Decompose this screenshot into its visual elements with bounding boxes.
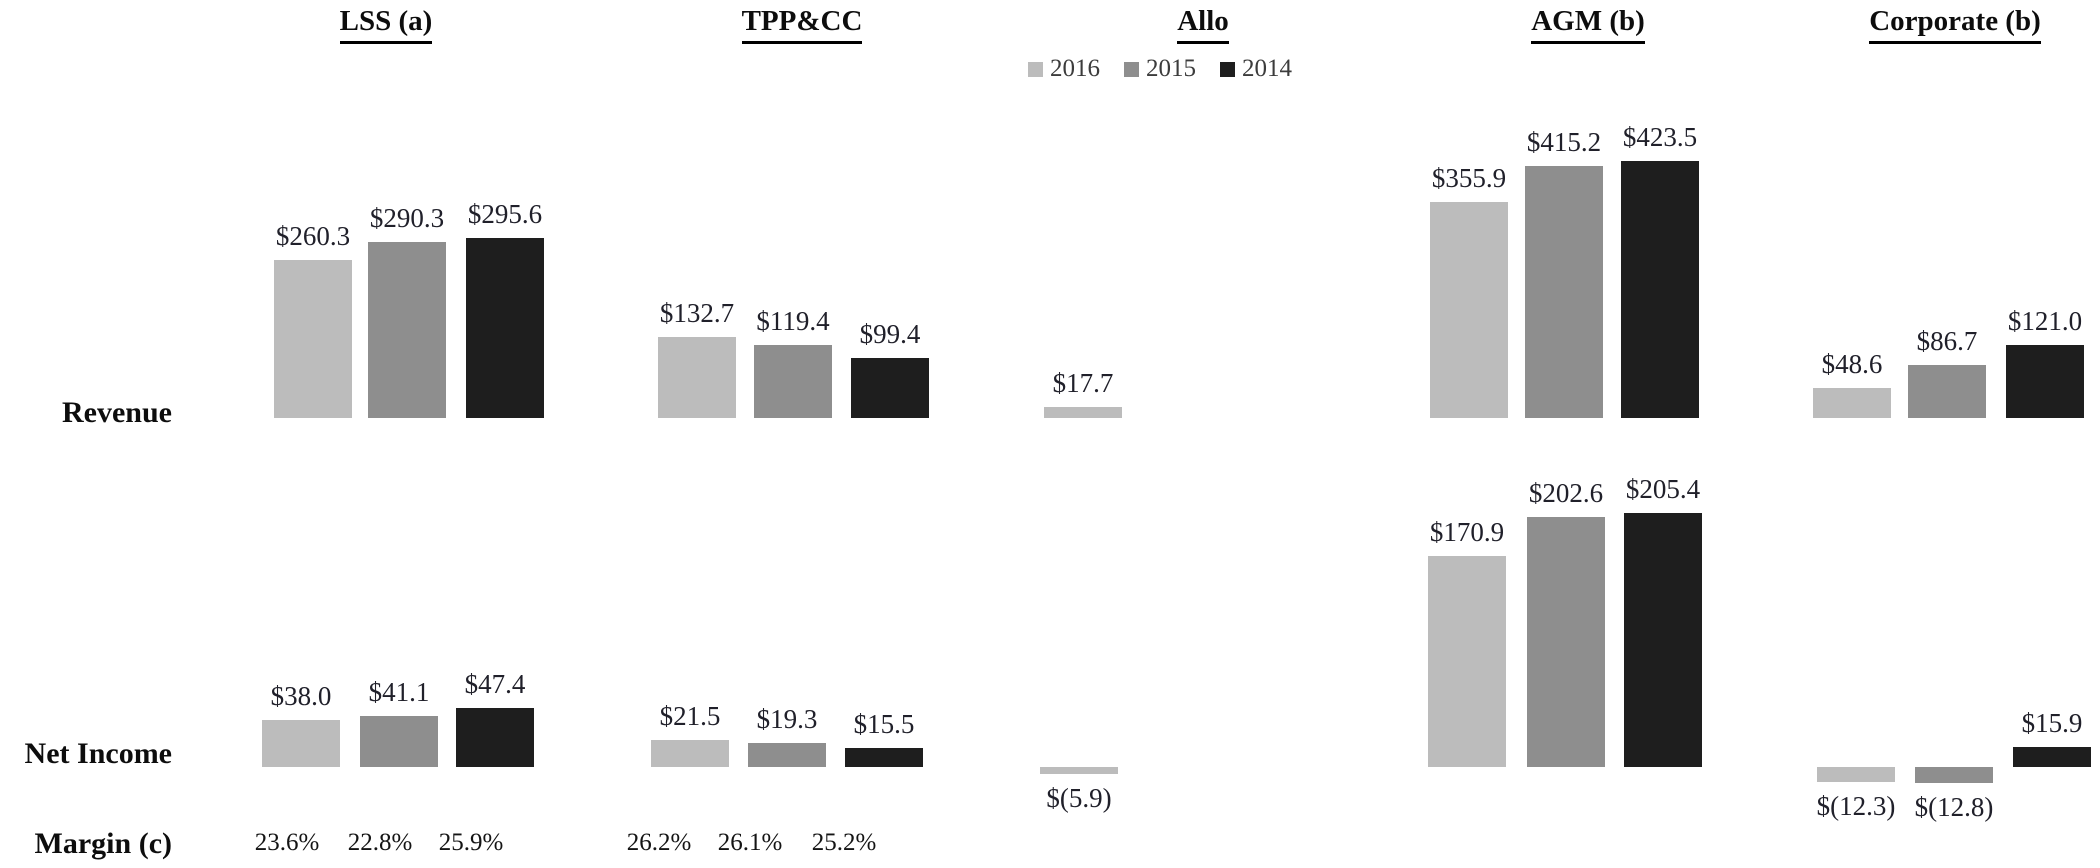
value-label-net-income-agm-b-2015: $202.6 (1528, 477, 1604, 508)
value-label-net-income-agm-b-2016: $170.9 (1429, 516, 1505, 547)
value-label-revenue-agm-b-2016: $355.9 (1431, 162, 1507, 193)
bar-net-income-tpp-cc-2015 (748, 743, 826, 767)
legend-label-2015: 2015 (1146, 55, 1196, 82)
segment-header-agm: AGM (b) (1408, 5, 1768, 44)
bar-net-income-agm-b-2015 (1527, 516, 1605, 767)
margin-value-lss-a-2014: 25.9% (438, 829, 504, 856)
value-label-revenue-allo-2016: $17.7 (1052, 368, 1114, 399)
legend-swatch-2015 (1124, 61, 1139, 77)
row-label-net-income: Net Income (24, 737, 172, 770)
value-label-net-income-tpp-cc-2014: $15.5 (853, 708, 915, 739)
row-label-margin: Margin (c) (34, 827, 172, 860)
bar-net-income-allo-2016 (1040, 767, 1118, 775)
value-label-net-income-lss-a-2016: $38.0 (270, 681, 332, 712)
chart-legend: 2016 2015 2014 (1028, 55, 1292, 83)
segment-header-lss-text: LSS (a) (339, 5, 433, 44)
value-label-revenue-tpp-cc-2014: $99.4 (859, 318, 921, 349)
margin-value-tpp-cc-2015: 26.1% (717, 829, 783, 856)
value-label-net-income-lss-a-2015: $41.1 (368, 677, 430, 708)
segment-header-tppcc: TPP&CC (622, 5, 982, 44)
segment-header-allo-text: Allo (1177, 5, 1229, 44)
bar-net-income-lss-a-2015 (360, 716, 438, 767)
segment-header-allo: Allo (1023, 5, 1383, 44)
legend-item-2015: 2015 (1124, 55, 1196, 83)
row-label-revenue: Revenue (62, 396, 172, 429)
bar-revenue-lss-a-2014 (466, 238, 544, 418)
bar-revenue-agm-b-2016 (1430, 201, 1508, 418)
value-label-net-income-agm-b-2014: $205.4 (1625, 474, 1701, 505)
value-label-revenue-lss-a-2016: $260.3 (275, 220, 351, 251)
value-label-revenue-agm-b-2015: $415.2 (1526, 126, 1602, 157)
segment-header-lss: LSS (a) (206, 5, 566, 44)
bar-revenue-lss-a-2016 (274, 259, 352, 418)
bar-net-income-corporate-b-2016 (1817, 767, 1895, 783)
bar-net-income-lss-a-2016 (262, 720, 340, 767)
value-label-revenue-corporate-b-2016: $48.6 (1821, 349, 1883, 380)
value-label-net-income-allo-2016: $(5.9) (1046, 783, 1112, 814)
value-label-net-income-tpp-cc-2015: $19.3 (756, 704, 818, 735)
bar-net-income-tpp-cc-2014 (845, 747, 923, 767)
value-label-revenue-corporate-b-2015: $86.7 (1916, 326, 1978, 357)
value-label-net-income-tpp-cc-2016: $21.5 (659, 701, 721, 732)
value-label-net-income-corporate-b-2016: $(12.3) (1816, 791, 1896, 822)
bar-revenue-tpp-cc-2015 (754, 345, 832, 418)
bar-revenue-tpp-cc-2014 (851, 357, 929, 418)
margin-value-lss-a-2016: 23.6% (254, 829, 320, 856)
value-label-net-income-lss-a-2014: $47.4 (464, 669, 526, 700)
value-label-revenue-tpp-cc-2016: $132.7 (659, 298, 735, 329)
bar-revenue-tpp-cc-2016 (658, 337, 736, 418)
bar-net-income-corporate-b-2014 (2013, 747, 2091, 767)
segment-header-tppcc-text: TPP&CC (741, 5, 863, 44)
segment-header-corporate-text: Corporate (b) (1869, 5, 2041, 44)
bar-revenue-allo-2016 (1044, 407, 1122, 418)
bar-revenue-agm-b-2015 (1525, 165, 1603, 418)
bar-revenue-corporate-b-2016 (1813, 388, 1891, 418)
legend-swatch-2016 (1028, 61, 1043, 77)
margin-value-lss-a-2015: 22.8% (347, 829, 413, 856)
bar-net-income-lss-a-2014 (456, 708, 534, 767)
bar-net-income-corporate-b-2015 (1915, 767, 1993, 783)
bar-revenue-agm-b-2014 (1621, 160, 1699, 418)
bar-net-income-agm-b-2016 (1428, 555, 1506, 767)
value-label-net-income-corporate-b-2014: $15.9 (2021, 708, 2083, 739)
value-label-revenue-corporate-b-2014: $121.0 (2007, 305, 2083, 336)
value-label-revenue-tpp-cc-2015: $119.4 (756, 306, 830, 337)
segment-header-corporate: Corporate (b) (1775, 5, 2100, 44)
segment-header-agm-text: AGM (b) (1531, 5, 1645, 44)
margin-value-tpp-cc-2014: 25.2% (811, 829, 877, 856)
legend-label-2014: 2014 (1242, 55, 1292, 82)
bar-revenue-lss-a-2015 (368, 241, 446, 418)
legend-item-2016: 2016 (1028, 55, 1100, 83)
legend-swatch-2014 (1220, 61, 1235, 77)
bar-revenue-corporate-b-2014 (2006, 344, 2084, 418)
bar-net-income-agm-b-2014 (1624, 513, 1702, 767)
bar-net-income-tpp-cc-2016 (651, 740, 729, 767)
value-label-net-income-corporate-b-2015: $(12.8) (1914, 791, 1994, 822)
value-label-revenue-agm-b-2014: $423.5 (1622, 121, 1698, 152)
bar-revenue-corporate-b-2015 (1908, 365, 1986, 418)
legend-label-2016: 2016 (1050, 55, 1100, 82)
legend-item-2014: 2014 (1220, 55, 1292, 83)
margin-value-tpp-cc-2016: 26.2% (626, 829, 692, 856)
value-label-revenue-lss-a-2015: $290.3 (369, 202, 445, 233)
value-label-revenue-lss-a-2014: $295.6 (467, 199, 543, 230)
